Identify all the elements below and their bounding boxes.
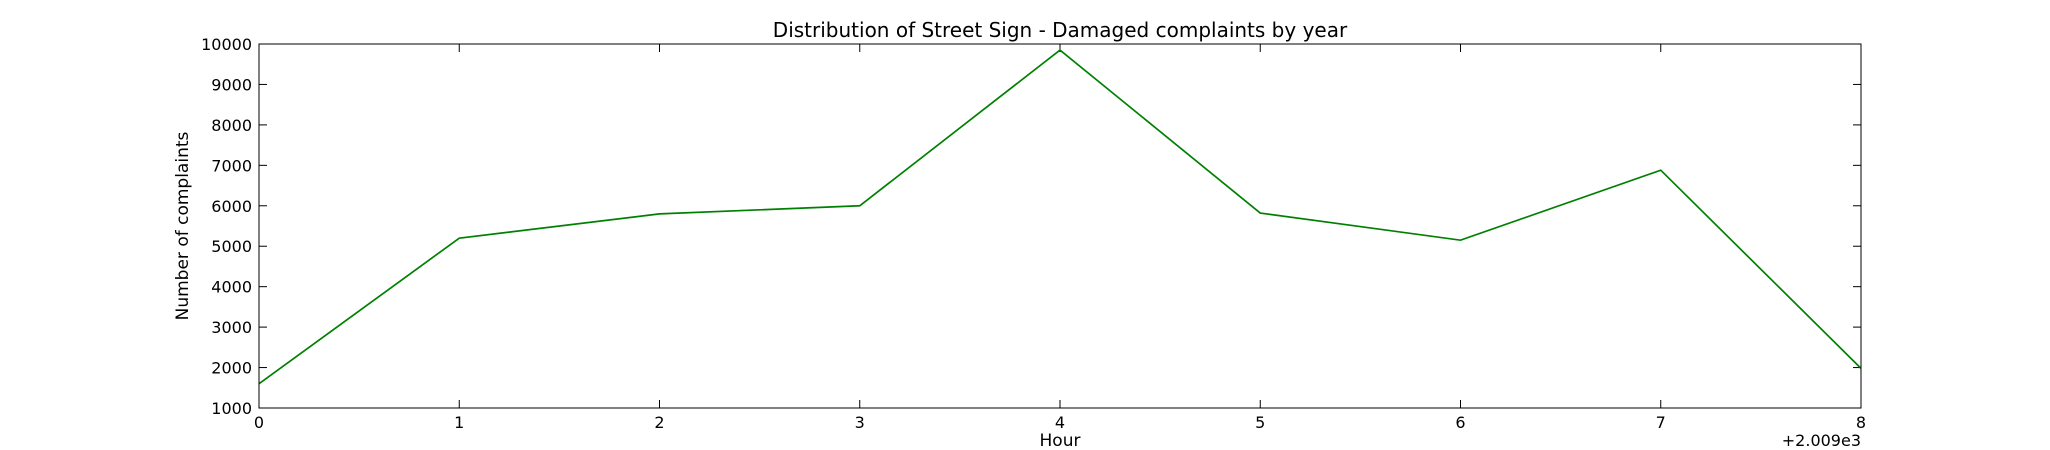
y-tick-label-2: 3000 <box>211 318 252 337</box>
plot-frame <box>258 43 1862 409</box>
x-axis-label: Hour <box>1040 431 1081 450</box>
y-tick-label-8: 9000 <box>211 75 252 94</box>
plot-area: 0 1 2 3 4 5 6 7 8 1000 2000 3000 4000 5000 6000 7000 800… <box>201 35 1866 432</box>
x-tick-label-6: 6 <box>1455 413 1465 432</box>
y-tick-label-3: 4000 <box>211 278 252 297</box>
x-tick-label-3: 3 <box>855 413 865 432</box>
y-tick-label-0: 1000 <box>211 399 252 418</box>
y-axis-label: Number of complaints <box>173 131 193 320</box>
chart-title: Distribution of Street Sign - Damaged co… <box>773 18 1348 42</box>
x-tick-label-4: 4 <box>1055 413 1065 432</box>
x-tick-label-7: 7 <box>1656 413 1666 432</box>
x-axis-offset-label: +2.009e3 <box>1782 431 1861 450</box>
y-tick-label-1: 2000 <box>211 359 252 378</box>
x-tick-label-2: 2 <box>654 413 664 432</box>
x-tick-label-1: 1 <box>454 413 464 432</box>
x-tick-label-5: 5 <box>1255 413 1265 432</box>
series-line-0 <box>258 48 1862 385</box>
y-tick-label-4: 5000 <box>211 237 252 256</box>
y-tick-label-7: 8000 <box>211 116 252 135</box>
x-tick-label-0: 0 <box>254 413 264 432</box>
x-tick-label-8: 8 <box>1856 413 1866 432</box>
y-tick-label-6: 7000 <box>211 156 252 175</box>
y-tick-label-9: 10000 <box>201 35 252 54</box>
y-tick-label-5: 6000 <box>211 197 252 216</box>
